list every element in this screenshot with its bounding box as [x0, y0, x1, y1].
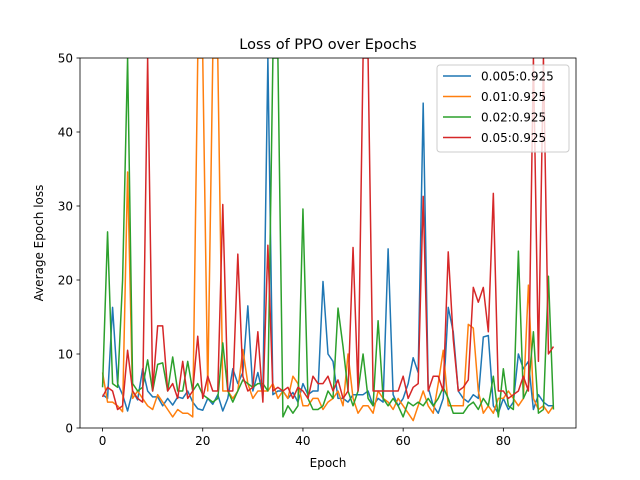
legend: 0.005:0.925 0.01:0.925 0.02:0.925 0.05:0.92…: [436, 64, 570, 153]
legend-box: [436, 64, 570, 153]
series-line-3: [101, 58, 555, 411]
x-axis-title: Epoch: [310, 456, 347, 470]
x-tick-label: 40: [295, 434, 310, 448]
y-axis-ticks: 0 10 20 30 40 50: [58, 51, 80, 435]
y-tick-label: 40: [58, 125, 73, 139]
x-tick-label: 60: [396, 434, 411, 448]
legend-label-0: 0.005:0.925: [481, 69, 554, 83]
legend-label-2: 0.02:0.925: [481, 110, 546, 124]
y-tick-label: 0: [65, 421, 73, 435]
y-tick-label: 10: [58, 347, 73, 361]
series-line-1: [101, 58, 555, 422]
legend-label-3: 0.05:0.925: [481, 131, 546, 145]
x-tick-label: 0: [99, 434, 107, 448]
x-axis-ticks: 0 20 40 60 80: [99, 428, 511, 448]
series-line-2: [101, 58, 555, 418]
y-tick-label: 30: [58, 199, 73, 213]
x-tick-label: 20: [195, 434, 210, 448]
chart-title: Loss of PPO over Epochs: [239, 37, 416, 53]
y-axis-title: Average Epoch loss: [32, 185, 46, 302]
y-tick-label: 20: [58, 273, 73, 287]
plot-frame: [79, 57, 577, 429]
x-tick-label: 80: [496, 434, 511, 448]
y-tick-label: 50: [58, 51, 73, 65]
legend-label-1: 0.01:0.925: [481, 90, 546, 104]
series-lines: [101, 58, 555, 422]
